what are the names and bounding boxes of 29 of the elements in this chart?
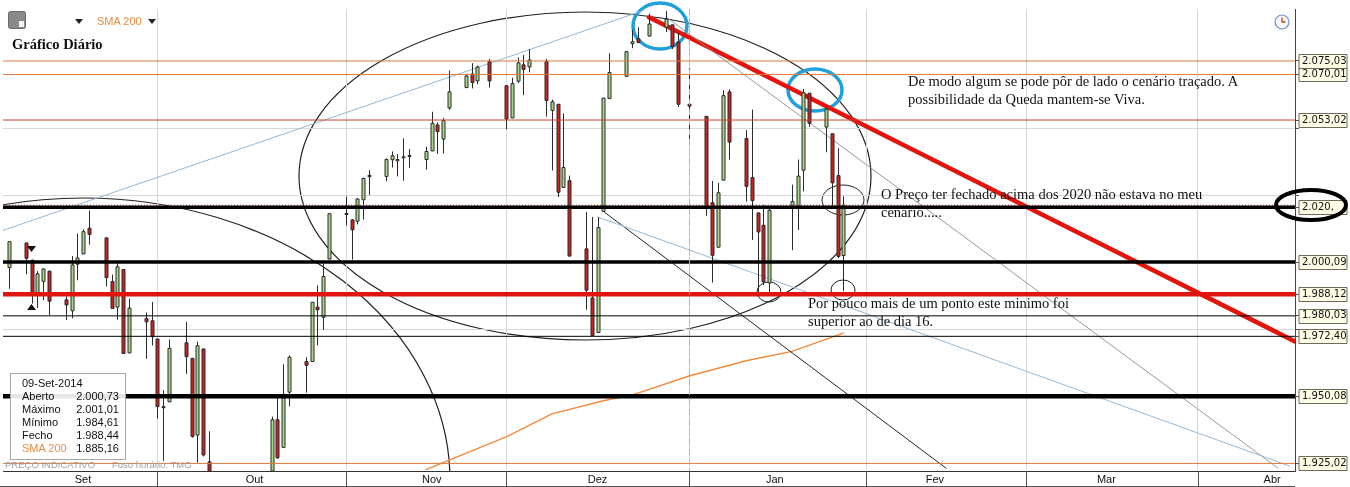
annotation: Por pouco mais de um ponto este minimo foi superior ao de dia 16. (808, 294, 1070, 330)
x-tick-label: Mar (1096, 472, 1117, 485)
y-tick-label: 2.053,02 (1302, 113, 1347, 125)
text: Gráfico Diário (12, 36, 103, 53)
annotation: SMA 200 1.885,16 (22, 442, 119, 455)
y-tick-label: 2.000,09 (1302, 255, 1347, 267)
y-tick-label: 2.070,01 (1302, 68, 1347, 80)
x-tick-label: Out (245, 472, 264, 485)
x-tick-label: Abr (1263, 472, 1282, 485)
y-tick-label: 1.950,08 (1302, 389, 1347, 401)
text: SMA 200 (97, 14, 142, 28)
x-tick-label: Fev (925, 472, 945, 485)
y-tick-label: 1.972,40 (1302, 329, 1347, 341)
text: Máximo 2.001,01 (22, 403, 119, 415)
text: Mínimo 1.984,61 (22, 416, 119, 428)
annotation: De modo algum se pode pôr de lado o cenário traçado. A possibilidade da Queda mantem-se Viva. (908, 72, 1239, 108)
y-tick-label: 1.925,02 (1302, 457, 1347, 469)
x-tick-label: Set (74, 472, 92, 485)
x-tick-label: Nov (421, 472, 443, 485)
text: Fecho 1.988,44 (22, 429, 119, 441)
y-tick-label: 2.020, (1302, 200, 1334, 212)
x-tick-label: Jan (765, 472, 784, 485)
annotation: O Preço ter fechado acima dos 2020 não estava no meu cenario..... (881, 185, 1204, 221)
y-tick-label: 1.988,12 (1302, 287, 1347, 299)
text: Aberto 2.000,73 (22, 390, 119, 402)
y-tick-label: 1.980,03 (1302, 309, 1347, 321)
annotation: 09-Set-2014 (22, 377, 83, 390)
x-tick-label: Dez (587, 472, 608, 485)
y-tick-label: 2.075,03 (1302, 54, 1347, 66)
